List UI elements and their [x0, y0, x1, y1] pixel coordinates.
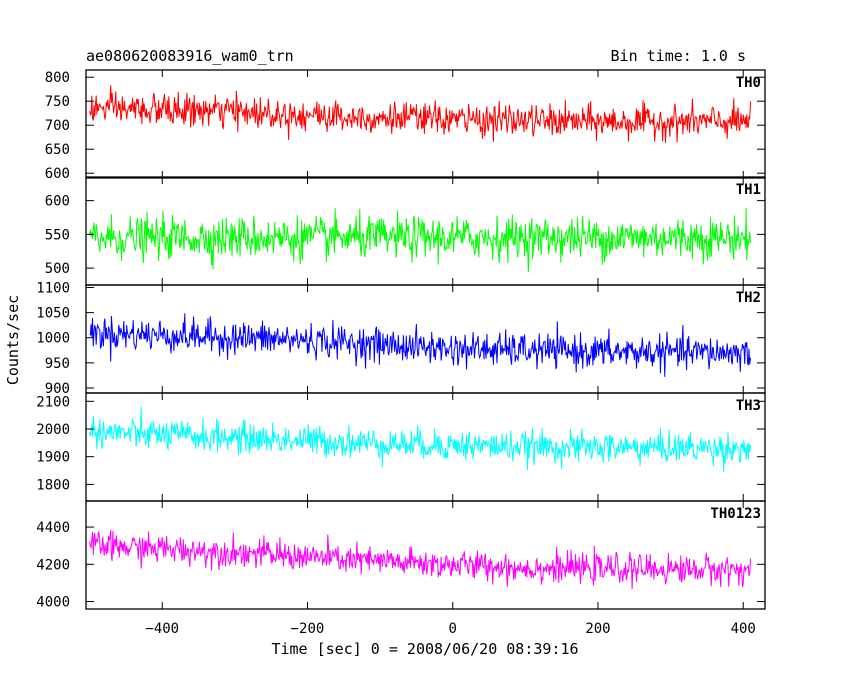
y-tick-label: 1100 — [36, 281, 70, 297]
y-tick-label: 4400 — [36, 520, 70, 536]
y-tick-label: 1000 — [36, 331, 70, 347]
panel-label-th0: TH0 — [736, 75, 761, 91]
x-axis: −400 −200 0 200 400 — [145, 621, 755, 637]
panel-frame — [85, 500, 766, 610]
panel-label-th3: TH3 — [736, 398, 761, 414]
series-line-th0 — [89, 85, 751, 143]
y-tick-label: 500 — [45, 261, 70, 277]
y-tick-label: 4000 — [36, 595, 70, 611]
x-tick-label: 0 — [449, 621, 457, 637]
panels-group: 600 650 700 750 800 TH0 500 550 600 TH1 900 950 1000… — [36, 69, 766, 611]
series-line-th3 — [89, 406, 751, 473]
series-line-th2 — [89, 313, 751, 377]
panel-label-th2: TH2 — [736, 290, 761, 306]
y-tick-label: 600 — [45, 194, 70, 210]
x-tick-label: −200 — [291, 621, 325, 637]
y-axis-title: Counts/sec — [4, 295, 22, 385]
y-tick-label: 650 — [45, 142, 70, 158]
panel-label-th1: TH1 — [736, 182, 761, 198]
panel-frame — [85, 284, 766, 394]
y-tick-label: 900 — [45, 381, 70, 397]
series-line-th0123 — [89, 529, 751, 590]
panel-th0: 600 650 700 750 800 TH0 — [45, 69, 766, 182]
y-tick-label: 1800 — [36, 477, 70, 493]
y-tick-label: 800 — [45, 70, 70, 86]
panel-label-th0123: TH0123 — [710, 506, 761, 522]
x-axis-title: Time [sec] 0 = 2008/06/20 08:39:16 — [271, 640, 578, 658]
series-line-th1 — [89, 207, 751, 273]
bin-time-label: Bin time: 1.0 s — [611, 47, 746, 65]
panel-th3: 1800 1900 2000 2100 TH3 — [36, 392, 766, 502]
y-tick-label: 2000 — [36, 422, 70, 438]
panel-frame — [85, 69, 766, 179]
y-tick-label: 600 — [45, 166, 70, 182]
y-tick-label: 1050 — [36, 306, 70, 322]
y-tick-label: 2100 — [36, 394, 70, 410]
y-tick-label: 4200 — [36, 557, 70, 573]
panel-th2: 900 950 1000 1050 1100 TH2 — [36, 281, 766, 397]
panel-th1: 500 550 600 TH1 — [45, 176, 766, 286]
x-tick-label: −400 — [145, 621, 179, 637]
y-tick-label: 750 — [45, 94, 70, 110]
y-tick-label: 1900 — [36, 450, 70, 466]
y-tick-label: 700 — [45, 118, 70, 134]
y-tick-label: 950 — [45, 356, 70, 372]
x-tick-label: 400 — [731, 621, 756, 637]
panel-th0123: 4000 4200 4400 TH0123 — [36, 500, 766, 611]
x-tick-label: 200 — [585, 621, 610, 637]
plot-title: ae080620083916_wam0_trn — [86, 47, 294, 65]
y-tick-label: 550 — [45, 227, 70, 243]
